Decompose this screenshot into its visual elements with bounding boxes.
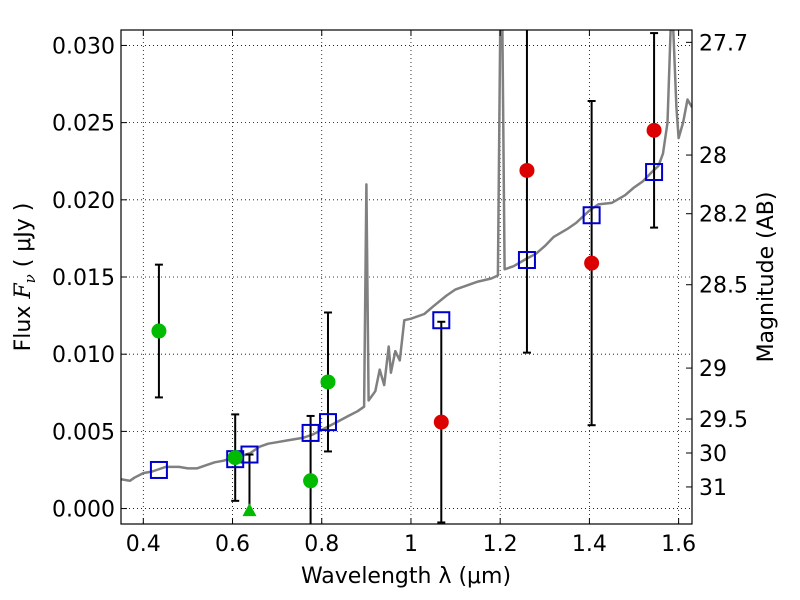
y-tick-label: 0.030 [52, 34, 115, 59]
magnitude-tick-label: 29 [699, 357, 727, 382]
grid-lines [121, 30, 692, 524]
y2-axis-label: Magnitude (AB) [754, 192, 779, 363]
observed-flux-red-point [519, 162, 535, 178]
observed-flux-green-point [227, 450, 243, 466]
y-label-subscript: ν [21, 274, 39, 283]
y-label-suffix: ( μJy ) [11, 203, 36, 275]
magnitude-tick-label: 30 [699, 442, 727, 467]
magnitude-tick-label: 31 [699, 476, 727, 501]
y-axis-right-magnitude: 27.7 28 28.2 28.5 29 29.5 30 31 [686, 31, 748, 501]
model-flux-square [517, 251, 536, 270]
plot-area [121, 30, 692, 524]
x-axis: 0.4 0.6 0.8 1 1.2 1.4 1.6 [126, 30, 696, 557]
plot-frame [120, 29, 693, 525]
model-flux-square [645, 163, 664, 182]
observed-flux-red-point [584, 255, 600, 271]
observed-flux-red-point [433, 414, 449, 430]
y-tick-label: 0.020 [52, 189, 115, 214]
observed-flux-green-point [151, 323, 167, 339]
upper-limit-triangle [242, 503, 257, 517]
y-tick-label: 0.005 [52, 420, 115, 445]
x-tick-label: 0.6 [215, 532, 250, 557]
magnitude-tick-label: 28.2 [699, 203, 748, 228]
model-flux-square [149, 460, 168, 479]
magnitude-tick-label: 28 [699, 144, 727, 169]
sed-model-line [121, 30, 692, 483]
observed-flux-green-point [303, 473, 319, 489]
x-tick-label: 1 [404, 532, 418, 557]
model-flux-square [318, 413, 337, 432]
x-tick-label: 0.4 [126, 532, 161, 557]
model-flux-square [582, 206, 601, 225]
magnitude-tick-label: 28.5 [699, 274, 748, 299]
x-tick-label: 1.6 [661, 532, 696, 557]
y-tick-label: 0.010 [52, 343, 115, 368]
y-label-prefix: Flux [11, 299, 36, 352]
y-label-symbol: F [11, 283, 36, 300]
observed-flux-red-point [646, 122, 662, 138]
y-tick-label: 0.015 [52, 266, 115, 291]
magnitude-tick-label: 29.5 [699, 408, 748, 433]
y-axis-left: 0.000 0.005 0.010 0.015 0.020 0.025 0.030 [52, 34, 127, 523]
observed-flux-green-point [320, 374, 336, 390]
y-tick-label: 0.000 [52, 498, 115, 523]
y-tick-label: 0.025 [52, 112, 115, 137]
x-tick-label: 1.4 [572, 532, 607, 557]
model-flux-square [432, 311, 451, 330]
magnitude-tick-label: 27.7 [699, 31, 748, 56]
x-tick-label: 1.2 [483, 532, 518, 557]
y-axis-label: Flux Fν ( μJy ) [11, 203, 39, 352]
model-flux-square [301, 423, 320, 442]
x-axis-label: Wavelength λ (μm) [301, 564, 511, 589]
x-tick-label: 0.8 [304, 532, 339, 557]
